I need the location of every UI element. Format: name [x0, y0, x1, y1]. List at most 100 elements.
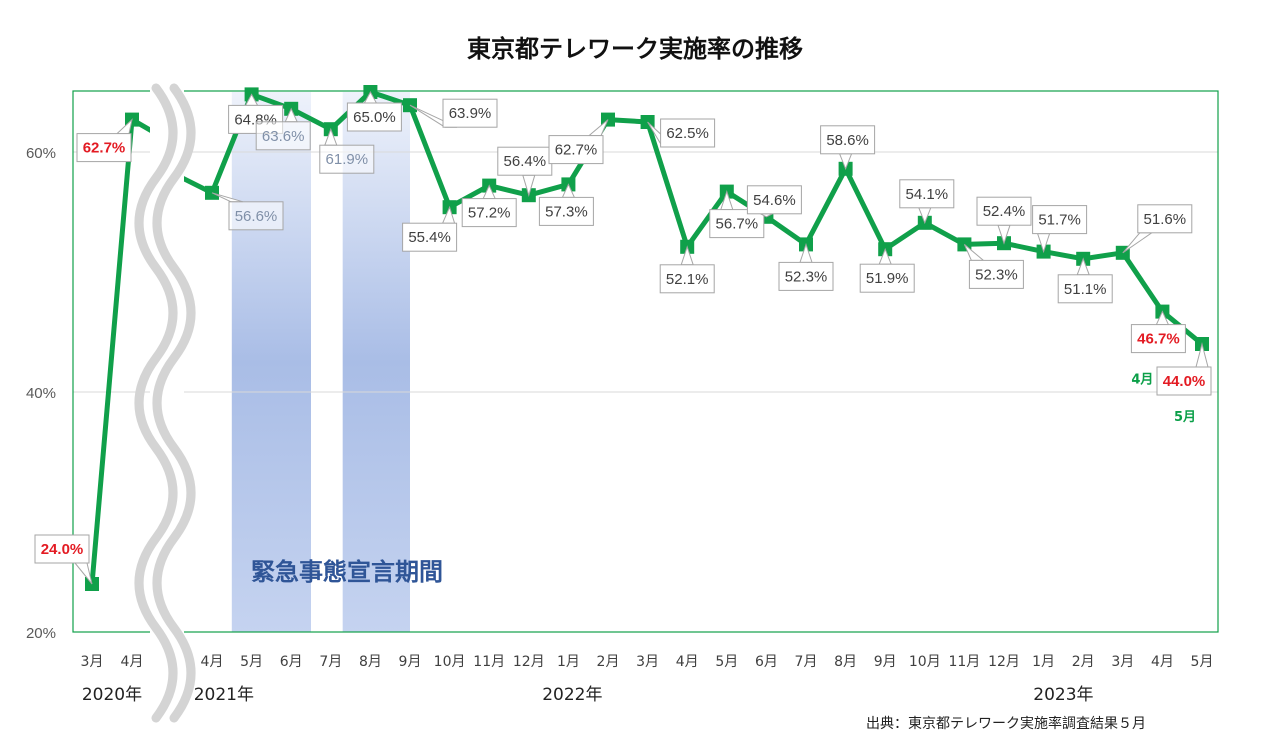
callout-box — [659, 264, 715, 294]
x-tick-label: 4月 — [121, 654, 144, 670]
callout-box — [968, 259, 1024, 289]
emergency-label: 緊急事態宣言期間 — [251, 558, 443, 586]
callout-box — [461, 198, 517, 228]
callout-pointer — [963, 244, 985, 261]
x-tick-label: 1月 — [557, 654, 580, 670]
data-label-7: 63.9% — [409, 98, 498, 128]
x-tick-label: 6月 — [755, 654, 778, 670]
data-label-14: 52.1% — [659, 245, 715, 294]
data-label-23: 51.7% — [1032, 205, 1088, 254]
callout-box — [442, 98, 498, 128]
data-label-26: 46.7% — [1130, 310, 1186, 354]
data-label-text: 62.7% — [83, 140, 126, 157]
data-label-text: 62.5% — [666, 125, 709, 142]
x-tick-label: 5月 — [1191, 654, 1214, 670]
data-label-16: 54.6% — [746, 185, 802, 218]
data-label-text: 46.7% — [1137, 331, 1180, 348]
y-axis-ticks: 20% 40% 60% — [26, 145, 56, 642]
data-label-20: 54.1% — [899, 179, 955, 225]
data-label-text: 24.0% — [41, 541, 84, 558]
data-label-text: 55.4% — [408, 229, 451, 246]
chart-title: 東京都テレワーク実施率の推移 — [467, 35, 803, 63]
callout-box — [548, 135, 604, 165]
callout-box — [778, 261, 834, 291]
data-label-9: 57.2% — [461, 184, 517, 228]
data-label-11: 57.3% — [538, 183, 594, 226]
data-label-24: 51.1% — [1057, 257, 1113, 304]
data-label-text: 56.6% — [235, 208, 278, 225]
x-tick-label: 7月 — [795, 654, 818, 670]
data-label-text: 61.9% — [326, 151, 369, 168]
data-label-text: 54.6% — [753, 192, 796, 209]
data-label-25: 51.6% — [1122, 204, 1193, 254]
callout-box — [402, 222, 458, 252]
year-label: 2022年 — [542, 685, 602, 705]
y-tick-label: 40% — [26, 385, 56, 402]
data-label-text: 52.3% — [975, 266, 1018, 283]
callout-box — [1137, 204, 1193, 234]
callout-box — [1057, 274, 1113, 304]
year-label: 2021年 — [194, 685, 254, 705]
data-label-17: 52.3% — [778, 242, 834, 291]
callout-box — [319, 144, 375, 174]
callout-box — [1156, 366, 1212, 396]
x-tick-label: 2月 — [1072, 654, 1095, 670]
emergency-period-2 — [342, 92, 410, 632]
x-tick-label: 11月 — [473, 654, 505, 670]
callout-box — [820, 125, 876, 155]
data-label-27: 44.0% — [1156, 342, 1212, 396]
data-label-2: 56.6% — [211, 192, 284, 231]
data-label-6: 65.0% — [346, 90, 402, 132]
axis-break-wave-2 — [152, 83, 196, 723]
callout-pointer — [115, 118, 133, 135]
x-tick-label: 3月 — [636, 654, 659, 670]
x-tick-label: 10月 — [434, 654, 466, 670]
plot-area-border — [72, 90, 1219, 633]
callout-pointer — [1122, 232, 1154, 254]
data-label-text: 44.0% — [1163, 373, 1206, 390]
callout-box — [1130, 324, 1186, 354]
x-tick-label: 3月 — [81, 654, 104, 670]
callout-pointer — [73, 562, 93, 585]
callout-box — [346, 102, 402, 132]
data-label-12: 62.7% — [548, 119, 609, 165]
callout-box — [746, 185, 802, 215]
x-tick-label: 9月 — [874, 654, 897, 670]
y-tick-label: 60% — [26, 145, 56, 162]
x-tick-label: 4月 — [676, 654, 699, 670]
x-tick-label: 4月 — [1151, 654, 1174, 670]
annotation-month: 5月 — [1174, 410, 1196, 425]
x-tick-label: 6月 — [280, 654, 303, 670]
x-tick-label: 2月 — [597, 654, 620, 670]
callout-box — [1032, 205, 1088, 235]
x-tick-label: 8月 — [359, 654, 382, 670]
x-tick-label: 8月 — [834, 654, 857, 670]
x-tick-label: 11月 — [948, 654, 980, 670]
year-label: 2023年 — [1033, 685, 1093, 705]
x-tick-label: 3月 — [1111, 654, 1134, 670]
callout-box — [899, 179, 955, 209]
x-tick-label: 5月 — [715, 654, 738, 670]
year-label: 2020年 — [82, 685, 142, 705]
data-label-text: 51.6% — [1144, 211, 1187, 228]
data-label-text: 56.4% — [504, 153, 547, 170]
data-label-text: 56.7% — [716, 216, 759, 233]
data-label-text: 57.2% — [468, 205, 511, 222]
data-label-22: 52.4% — [976, 196, 1032, 245]
axis-break-wave-1 — [134, 83, 178, 723]
axis-break — [134, 83, 196, 723]
data-label-text: 52.1% — [666, 271, 709, 288]
source-note: 出典：東京都テレワーク実施率調査結果５月 — [866, 715, 1146, 732]
data-label-19: 51.9% — [859, 247, 915, 293]
data-label-text: 52.3% — [785, 268, 828, 285]
data-label-1: 62.7% — [76, 118, 133, 163]
callout-box — [76, 133, 132, 163]
data-label-text: 52.4% — [983, 203, 1026, 220]
x-tick-label: 9月 — [399, 654, 422, 670]
data-labels: 24.0%62.7%56.6%64.8%63.6%61.9%65.0% 63.9%… — [34, 90, 1212, 585]
data-label-13: 62.5% — [647, 118, 716, 148]
data-label-4: 63.6% — [255, 107, 311, 151]
emergency-periods — [231, 92, 410, 632]
data-label-0: 24.0% — [34, 534, 93, 585]
